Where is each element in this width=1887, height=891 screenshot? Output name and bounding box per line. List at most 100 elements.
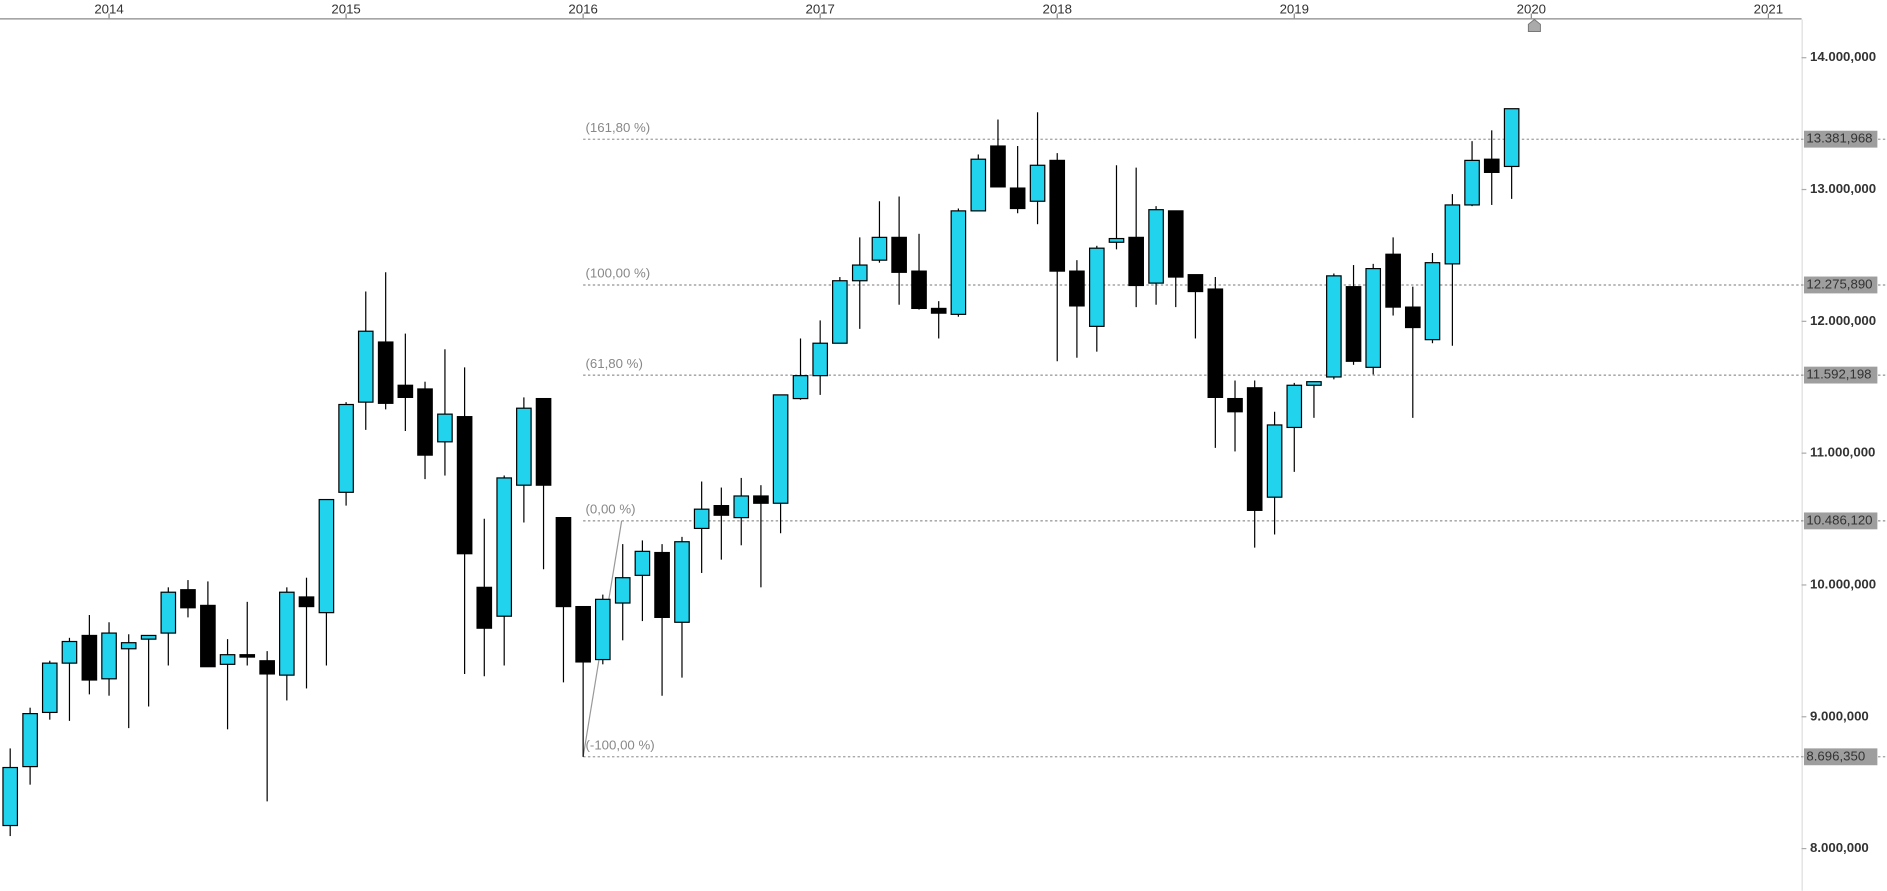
candle-down (1167, 210, 1184, 278)
candle-down (1246, 387, 1263, 511)
candle-down (1069, 270, 1085, 307)
fib-label: (61,80 %) (586, 356, 643, 371)
candle-down (930, 307, 947, 314)
fib-label: (161,80 %) (586, 120, 651, 135)
candle-down (81, 634, 98, 681)
candle-up (832, 280, 848, 344)
fib-value-box (1803, 366, 1878, 384)
candle-down (1009, 187, 1026, 210)
candle-up (61, 640, 78, 664)
candle-up (851, 264, 868, 282)
fib-value-label: 12.275,890 (1806, 276, 1872, 291)
candle-up (1286, 384, 1303, 429)
candle-down (535, 397, 552, 486)
candle-up (1444, 204, 1461, 265)
candle-up (496, 477, 513, 617)
candle-up (437, 413, 453, 443)
candle-down (456, 416, 473, 555)
candle-up (1464, 159, 1480, 206)
candle-down (298, 596, 315, 608)
candle-up (1503, 108, 1520, 168)
candle-up (1424, 262, 1441, 341)
candle-down (180, 589, 196, 609)
x-tick-label: 2015 (331, 1, 360, 16)
candle-up (1029, 164, 1046, 202)
fib-value-box (1803, 748, 1878, 766)
x-tick-label: 2018 (1043, 1, 1072, 16)
y-tick-label: 12.000,000 (1810, 313, 1876, 328)
candle-up (1088, 247, 1105, 327)
candle-down (1345, 286, 1362, 362)
candle-down (654, 551, 670, 618)
fib-value-label: 8.696,350 (1806, 748, 1865, 763)
candle-up (338, 403, 354, 493)
candle-up (1365, 268, 1382, 368)
candle-up (120, 642, 137, 650)
x-tick-label: 2014 (94, 1, 123, 16)
candle-up (160, 591, 177, 634)
fib-label: (-100,00 %) (586, 737, 655, 752)
candle-up (1326, 275, 1342, 378)
candle-down (555, 517, 572, 608)
candle-down (1128, 236, 1144, 287)
candle-down (377, 341, 394, 404)
x-tick-label: 2016 (568, 1, 597, 16)
candle-up (41, 662, 58, 714)
candle-down (476, 586, 493, 629)
y-tick-label: 10.000,000 (1810, 576, 1876, 591)
y-tick-label: 14.000,000 (1810, 49, 1876, 64)
candle-up (950, 210, 967, 315)
candle-down (1483, 158, 1500, 173)
candle-up (792, 375, 809, 400)
time-marker (1527, 18, 1541, 32)
candle-up (140, 634, 157, 640)
x-tick-label: 2019 (1280, 1, 1309, 16)
candle-down (239, 654, 256, 658)
candle-up (871, 236, 888, 261)
candle-up (279, 591, 295, 676)
candle-up (970, 158, 987, 212)
x-tick-label: 2020 (1517, 1, 1546, 16)
candle-up (22, 713, 38, 768)
y-tick-label: 11.000,000 (1810, 445, 1875, 460)
x-tick-label: 2021 (1754, 1, 1783, 16)
candle-up (733, 495, 750, 519)
candle-up (1108, 237, 1125, 243)
fib-label: (0,00 %) (586, 502, 636, 517)
candle-down (1404, 306, 1421, 329)
x-tick-label: 2017 (805, 1, 834, 16)
candle-up (674, 541, 690, 623)
candle-down (1187, 274, 1204, 293)
candle-up (2, 766, 19, 827)
candle-down (713, 505, 730, 516)
candle-up (594, 598, 611, 661)
candle-up (516, 407, 532, 486)
candle-down (891, 236, 907, 273)
fib-value-label: 11.592,198 (1806, 367, 1871, 382)
candle-up (1266, 424, 1283, 498)
candle-down (990, 145, 1006, 188)
fib-value-box (1803, 512, 1878, 530)
fib-value-label: 13.381,968 (1806, 131, 1872, 146)
candle-up (318, 498, 335, 614)
candle-down (1385, 253, 1401, 308)
candle-down (397, 384, 414, 398)
candle-down (753, 495, 769, 504)
candle-down (200, 604, 216, 668)
candle-down (911, 270, 927, 310)
candle-up (812, 342, 829, 377)
candle-down (575, 605, 591, 663)
candle-up (1148, 209, 1164, 284)
candle-down (259, 660, 275, 675)
candle-up (614, 577, 631, 604)
candle-up (634, 550, 651, 576)
candle-up (772, 394, 789, 504)
fib-value-box (1803, 130, 1878, 148)
candle-down (1207, 288, 1224, 398)
candle-down (1049, 159, 1066, 272)
candle-up (357, 330, 374, 403)
fib-value-label: 10.486,120 (1806, 512, 1872, 527)
candle-up (693, 508, 710, 530)
